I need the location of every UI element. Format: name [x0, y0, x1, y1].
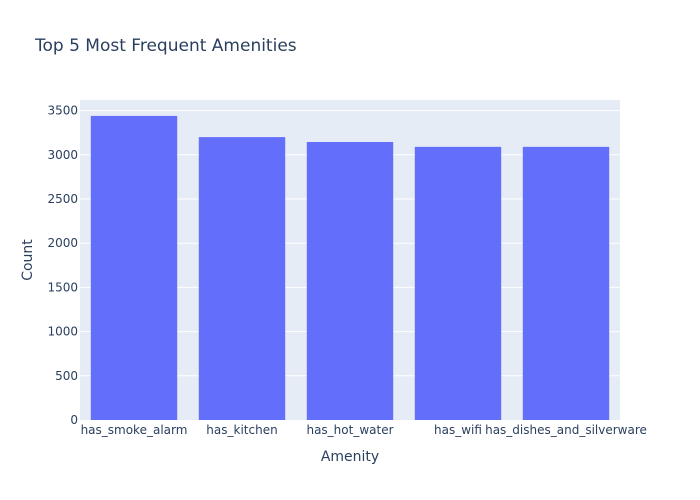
bar-has-smoke-alarm[interactable] [90, 115, 178, 420]
y-tick-label: 0 [70, 413, 78, 427]
bar-has-dishes-and-silverware[interactable] [522, 146, 610, 420]
y-tick-label: 3000 [47, 148, 78, 162]
chart-title: Top 5 Most Frequent Amenities [34, 36, 297, 56]
y-tick-label: 3500 [47, 104, 78, 118]
bar-has-wifi[interactable] [414, 146, 502, 420]
x-tick-label: has_kitchen [206, 423, 277, 437]
bar-has-hot-water[interactable] [306, 141, 394, 420]
y-axis-title: Count [20, 239, 36, 281]
y-tick-label: 500 [55, 369, 78, 383]
y-tick-label: 1000 [47, 325, 78, 339]
bars [90, 115, 610, 420]
bar-has-kitchen[interactable] [198, 137, 286, 420]
y-tick-label: 1500 [47, 280, 78, 294]
x-axis-ticks: has_smoke_alarm has_kitchen has_hot_water h… [81, 423, 647, 437]
x-tick-label: has_hot_water [306, 423, 393, 437]
y-axis-ticks: 0 500 1000 1500 2000 2500 3000 3500 [47, 104, 78, 427]
x-axis-title: Amenity [321, 449, 379, 465]
x-tick-label: has_dishes_and_silverware [485, 423, 647, 437]
x-tick-label: has_smoke_alarm [81, 423, 188, 437]
y-tick-label: 2000 [47, 236, 78, 250]
y-tick-label: 2500 [47, 192, 78, 206]
x-tick-label: has_wifi [434, 423, 482, 437]
